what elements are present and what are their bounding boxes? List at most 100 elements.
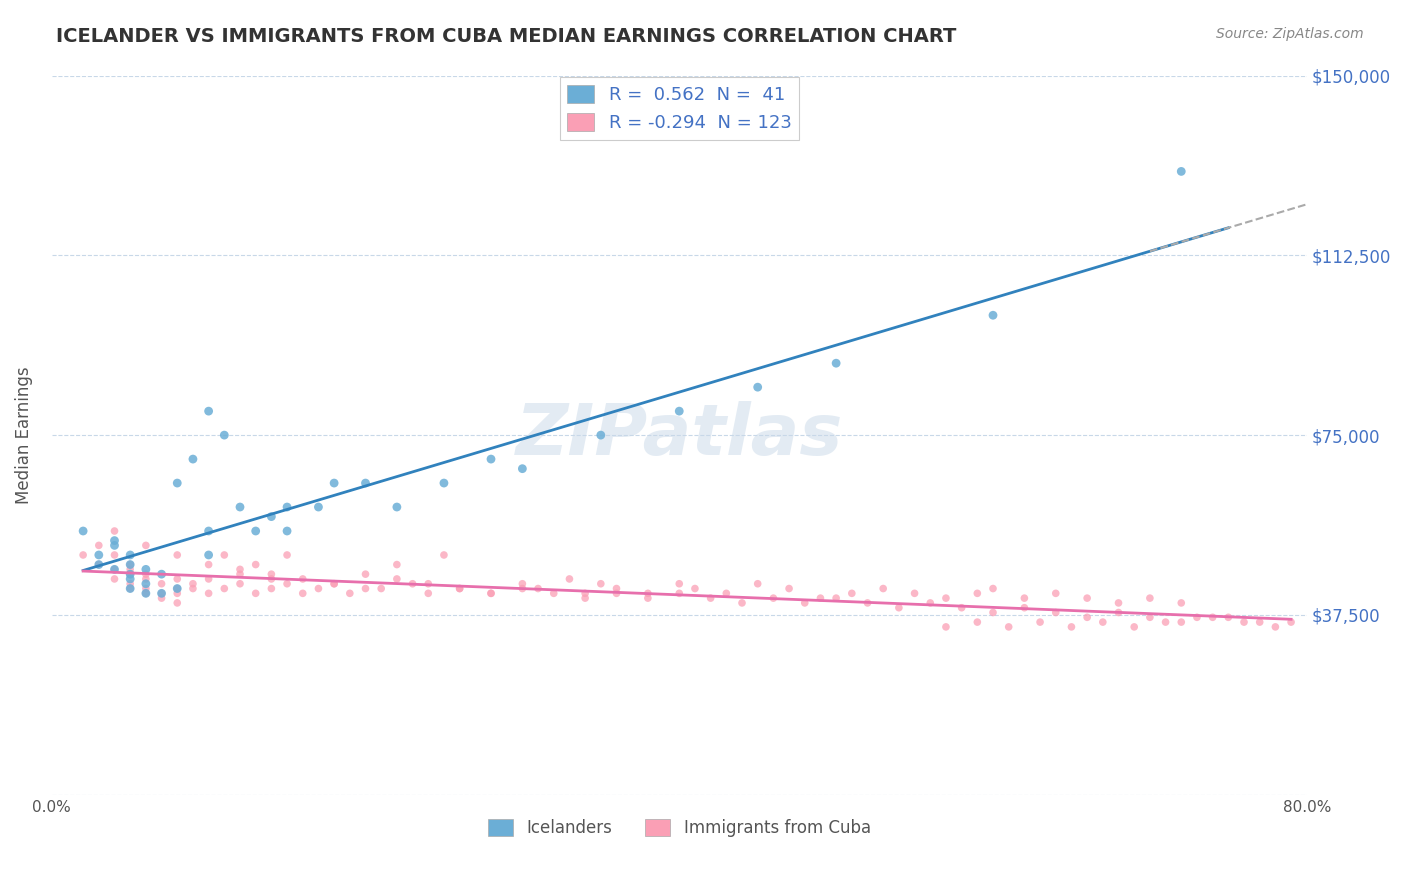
Point [966, 615, 988, 629]
Point [683, 582, 706, 596]
Point [1076, 591, 1098, 606]
Point [793, 596, 815, 610]
Point [260, 567, 283, 582]
Point [150, 567, 173, 582]
Point [103, 562, 125, 576]
Point [150, 586, 173, 600]
Point [103, 533, 125, 548]
Point [339, 586, 361, 600]
Point [120, 582, 142, 596]
Point [605, 582, 627, 596]
Point [181, 452, 204, 467]
Point [527, 582, 550, 596]
Point [935, 620, 957, 634]
Y-axis label: Median Earnings: Median Earnings [15, 367, 32, 504]
Point [1014, 600, 1036, 615]
Point [1123, 620, 1146, 634]
Point [479, 452, 502, 467]
Point [307, 500, 329, 514]
Point [1279, 615, 1302, 629]
Point [810, 591, 832, 606]
Point [197, 558, 219, 572]
Point [120, 558, 142, 572]
Point [825, 356, 848, 370]
Point [778, 582, 800, 596]
Point [135, 582, 157, 596]
Point [120, 567, 142, 582]
Point [1249, 615, 1271, 629]
Point [166, 572, 188, 586]
Point [668, 576, 690, 591]
Point [1170, 164, 1192, 178]
Point [731, 596, 754, 610]
Point [229, 576, 252, 591]
Point [120, 576, 142, 591]
Point [135, 567, 157, 582]
Point [291, 572, 314, 586]
Point [354, 582, 377, 596]
Point [966, 586, 988, 600]
Point [120, 572, 142, 586]
Point [1108, 606, 1130, 620]
Point [479, 586, 502, 600]
Point [166, 586, 188, 600]
Point [354, 476, 377, 491]
Point [401, 576, 423, 591]
Point [197, 586, 219, 600]
Point [1154, 615, 1177, 629]
Point [1045, 586, 1067, 600]
Point [229, 500, 252, 514]
Point [87, 558, 110, 572]
Point [323, 576, 346, 591]
Point [1264, 620, 1286, 634]
Point [1170, 596, 1192, 610]
Point [135, 586, 157, 600]
Point [307, 582, 329, 596]
Point [385, 572, 408, 586]
Point [181, 582, 204, 596]
Point [166, 582, 188, 596]
Point [699, 591, 721, 606]
Point [276, 576, 298, 591]
Point [120, 548, 142, 562]
Point [214, 548, 236, 562]
Point [72, 548, 94, 562]
Point [120, 582, 142, 596]
Point [166, 548, 188, 562]
Point [543, 586, 565, 600]
Point [135, 562, 157, 576]
Point [637, 591, 659, 606]
Point [197, 548, 219, 562]
Point [245, 586, 267, 600]
Point [716, 586, 738, 600]
Point [260, 582, 283, 596]
Point [135, 576, 157, 591]
Point [197, 404, 219, 418]
Point [920, 596, 942, 610]
Point [150, 576, 173, 591]
Point [291, 586, 314, 600]
Point [385, 500, 408, 514]
Point [981, 582, 1004, 596]
Point [103, 562, 125, 576]
Point [214, 582, 236, 596]
Point [229, 562, 252, 576]
Point [229, 567, 252, 582]
Point [449, 582, 471, 596]
Point [1060, 620, 1083, 634]
Point [668, 586, 690, 600]
Point [181, 576, 204, 591]
Point [747, 380, 769, 394]
Point [512, 461, 534, 475]
Point [841, 586, 863, 600]
Point [385, 558, 408, 572]
Point [747, 576, 769, 591]
Point [762, 591, 785, 606]
Point [72, 524, 94, 538]
Point [87, 538, 110, 552]
Point [856, 596, 879, 610]
Point [950, 600, 973, 615]
Point [323, 576, 346, 591]
Point [997, 620, 1019, 634]
Point [197, 524, 219, 538]
